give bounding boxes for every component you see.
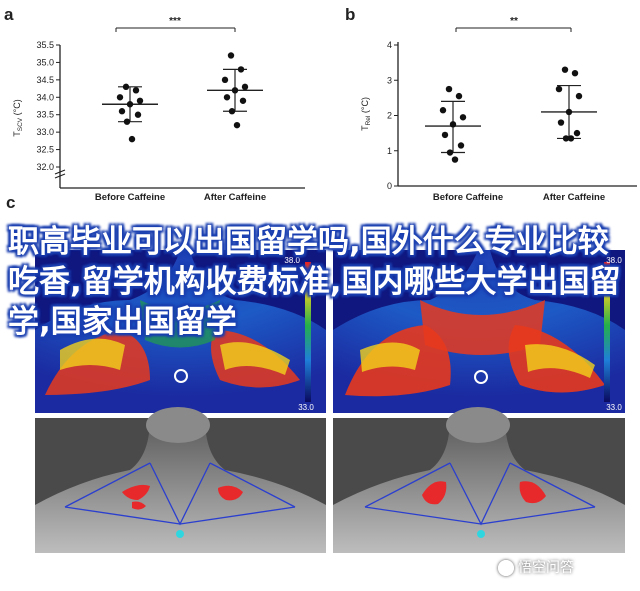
data-point bbox=[557, 119, 565, 126]
chart-b-category-after: After Caffeine bbox=[543, 192, 605, 203]
thermal-image-before: 38.0 33.0 bbox=[35, 250, 326, 413]
y-tick-label: 33.0 bbox=[36, 127, 54, 137]
chart-a-y-label: TSCV (°C) bbox=[12, 99, 24, 136]
chart-a: TSCV (°C) 32.0 32.5 33.0 33.5 34.0 34.5 35.0 35… bbox=[12, 16, 305, 203]
watermark: 悟空问答 bbox=[498, 557, 574, 577]
y-tick-label: 2 bbox=[387, 111, 392, 121]
thermal-image-after: 38.0 33.0 bbox=[333, 250, 625, 413]
data-point bbox=[132, 87, 140, 94]
data-point bbox=[451, 156, 459, 163]
chart-b: TRel (°C) 0 1 2 3 4 ** Before Caffeine After… bbox=[360, 16, 637, 203]
thermal-right-max: 38.0 bbox=[606, 256, 622, 265]
data-point bbox=[571, 70, 579, 77]
data-point bbox=[575, 92, 583, 100]
chart-a-category-after: After Caffeine bbox=[204, 192, 266, 203]
data-point bbox=[562, 135, 570, 142]
grey-image-before bbox=[35, 407, 326, 553]
grey-image-after bbox=[333, 407, 625, 553]
data-point bbox=[457, 142, 465, 149]
data-point bbox=[231, 87, 239, 94]
data-point bbox=[126, 101, 134, 108]
y-tick-label: 35.5 bbox=[36, 40, 54, 50]
chart-b-significance: ** bbox=[510, 16, 518, 27]
chart-a-significance: *** bbox=[169, 16, 181, 27]
y-tick-label: 33.5 bbox=[36, 110, 54, 120]
chart-a-category-before: Before Caffeine bbox=[95, 192, 165, 203]
data-point bbox=[439, 107, 447, 114]
data-point bbox=[123, 118, 131, 125]
data-point bbox=[561, 66, 569, 73]
data-point bbox=[227, 52, 235, 59]
data-point bbox=[449, 121, 457, 128]
data-point bbox=[446, 149, 454, 156]
chart-b-category-before: Before Caffeine bbox=[433, 192, 503, 203]
data-point bbox=[237, 66, 245, 73]
y-tick-label: 3 bbox=[387, 75, 392, 85]
data-point bbox=[445, 85, 453, 93]
data-point bbox=[221, 76, 229, 84]
data-point bbox=[228, 108, 236, 115]
panel-b-letter: b bbox=[345, 5, 355, 24]
chart-a-axis-break bbox=[54, 169, 66, 179]
y-tick-label: 32.5 bbox=[36, 145, 54, 155]
y-tick-label: 34.0 bbox=[36, 92, 54, 102]
data-point bbox=[118, 108, 126, 115]
y-tick-label: 35.0 bbox=[36, 57, 54, 67]
chart-b-y-label: TRel (°C) bbox=[360, 97, 372, 131]
data-point bbox=[459, 114, 467, 121]
thermal-scale-right bbox=[604, 262, 610, 402]
panel-a-letter: a bbox=[4, 5, 14, 24]
watermark-logo-icon bbox=[498, 560, 514, 576]
data-point bbox=[567, 135, 575, 142]
data-point bbox=[134, 111, 142, 118]
data-point bbox=[441, 131, 449, 139]
y-tick-label: 4 bbox=[387, 40, 392, 50]
thermal-left-max: 38.0 bbox=[284, 256, 300, 265]
y-tick-label: 34.5 bbox=[36, 75, 54, 85]
data-point bbox=[223, 94, 231, 101]
data-point bbox=[233, 121, 241, 129]
data-point bbox=[136, 97, 144, 104]
data-point bbox=[455, 92, 463, 100]
overlay-headline: 职高毕业可以出国留学吗,国外什么专业比较吃香,留学机构收费标准,国内哪些大学出国… bbox=[8, 224, 621, 340]
y-tick-label: 0 bbox=[387, 181, 392, 191]
thermal-scale-left bbox=[305, 262, 311, 402]
data-point bbox=[239, 97, 247, 104]
data-point bbox=[555, 85, 563, 93]
y-tick-label: 32.0 bbox=[36, 162, 54, 172]
thermal-right-min: 33.0 bbox=[606, 403, 622, 412]
data-point bbox=[565, 108, 573, 116]
data-point bbox=[122, 83, 130, 91]
y-tick-label: 1 bbox=[387, 146, 392, 156]
data-point bbox=[241, 83, 249, 91]
watermark-text: 悟空问答 bbox=[518, 560, 574, 576]
data-point bbox=[573, 129, 581, 137]
data-point bbox=[116, 94, 124, 101]
data-point bbox=[128, 135, 136, 143]
thermal-left-min: 33.0 bbox=[298, 403, 314, 412]
panel-c-letter: c bbox=[6, 193, 15, 212]
